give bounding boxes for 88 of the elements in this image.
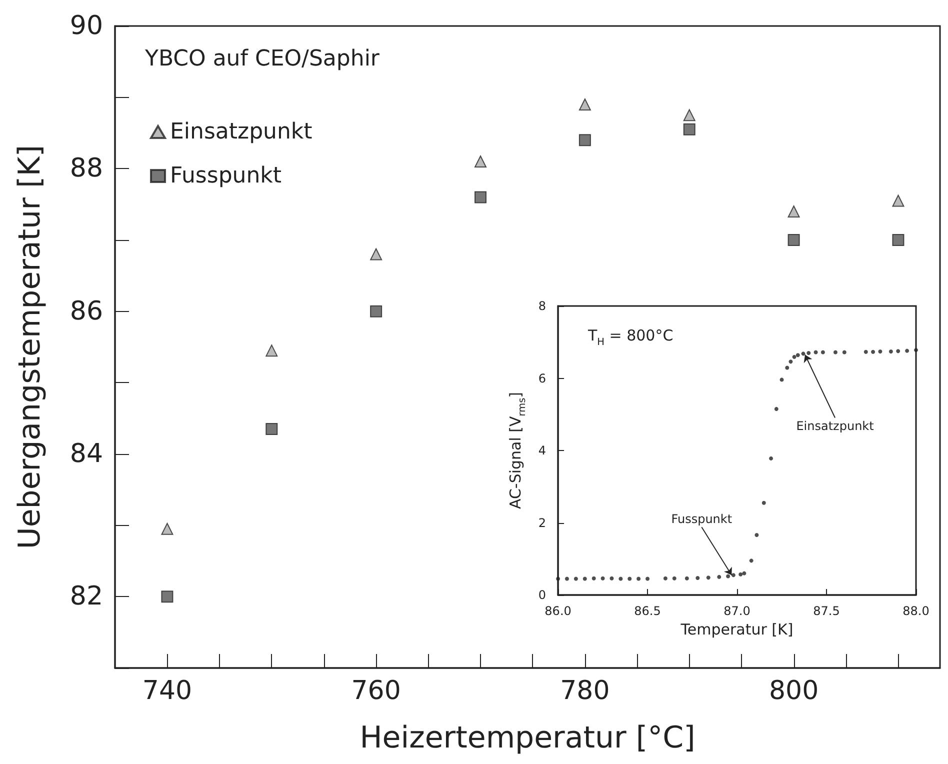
- legend-label: Einsatzpunkt: [170, 120, 313, 144]
- point: [842, 350, 846, 354]
- point: [871, 350, 876, 354]
- point: [726, 574, 730, 578]
- point: [749, 558, 754, 563]
- point: [474, 156, 487, 168]
- point: [582, 576, 587, 581]
- point: [833, 350, 838, 354]
- point: [788, 360, 793, 364]
- y-tick-label: 6: [538, 371, 546, 386]
- point: [864, 350, 868, 354]
- point: [370, 305, 382, 318]
- point: [266, 344, 278, 357]
- point: [578, 98, 591, 110]
- point: [370, 248, 382, 260]
- point: [610, 576, 614, 580]
- y-tick-label: 8: [538, 299, 546, 313]
- point: [564, 576, 569, 581]
- point: [788, 234, 800, 246]
- y-tick-label: 86: [70, 296, 103, 326]
- x-axis-title: Heizertemperatur [°C]: [360, 720, 696, 756]
- y-tick-label: 90: [70, 11, 103, 41]
- x-tick-label: 86.0: [544, 604, 572, 618]
- point: [628, 576, 632, 581]
- point: [762, 500, 766, 505]
- legend-label: Fusspunkt: [170, 164, 282, 188]
- point: [792, 354, 796, 359]
- point: [731, 573, 736, 578]
- x-tick-label: 740: [142, 676, 192, 706]
- x-tick-label: 760: [351, 676, 401, 706]
- x-tick-label: 87.0: [724, 604, 750, 618]
- point: [774, 406, 778, 411]
- point: [754, 533, 759, 538]
- x-tick-label: 87.5: [813, 604, 840, 618]
- point: [600, 576, 605, 580]
- x-tick-label: 88.0: [902, 604, 930, 618]
- point: [892, 234, 904, 246]
- point: [785, 366, 790, 370]
- point: [780, 378, 784, 382]
- x-axis-title: Temperatur [K]: [680, 620, 794, 638]
- x-tick-label: 800: [768, 676, 819, 706]
- point: [769, 456, 774, 460]
- point: [684, 576, 689, 580]
- point: [574, 576, 578, 581]
- point: [636, 576, 641, 581]
- annotation: YBCO auf CEO/Saphir: [144, 46, 380, 72]
- point: [161, 590, 174, 603]
- y-axis-title: AC-Signal [Vrms]: [506, 392, 528, 510]
- point: [806, 350, 811, 355]
- point: [717, 574, 722, 579]
- point: [888, 350, 893, 354]
- point: [892, 194, 904, 207]
- y-tick-label: 88: [70, 154, 103, 184]
- point: [738, 572, 743, 576]
- point: [796, 353, 800, 358]
- point: [556, 576, 560, 581]
- point: [161, 522, 174, 535]
- y-tick-label: 0: [538, 588, 546, 602]
- point: [801, 352, 806, 356]
- annotation: Einsatzpunkt: [796, 418, 874, 433]
- point: [696, 576, 700, 580]
- point: [742, 571, 746, 576]
- y-tick-label: 82: [70, 582, 103, 612]
- point: [618, 576, 623, 581]
- y-tick-label: 84: [70, 439, 103, 469]
- y-tick-label: 2: [538, 516, 546, 530]
- annotation: Fusspunkt: [671, 512, 732, 526]
- y-axis-title: Uebergangstemperatur [K]: [12, 144, 48, 550]
- point: [663, 576, 668, 580]
- point: [672, 576, 676, 580]
- point: [578, 134, 591, 146]
- point: [820, 350, 825, 354]
- point: [878, 350, 882, 354]
- x-tick-label: 780: [560, 676, 610, 706]
- y-tick-label: 4: [538, 444, 546, 458]
- point: [474, 191, 487, 204]
- point: [592, 576, 596, 580]
- point: [814, 350, 818, 354]
- point: [788, 205, 800, 218]
- point: [706, 576, 710, 580]
- point: [646, 576, 650, 581]
- point: [683, 109, 696, 122]
- point: [683, 123, 696, 136]
- point: [914, 348, 918, 352]
- point: [905, 348, 910, 353]
- point: [896, 349, 900, 354]
- x-tick-label: 86.5: [634, 604, 661, 618]
- point: [266, 423, 278, 436]
